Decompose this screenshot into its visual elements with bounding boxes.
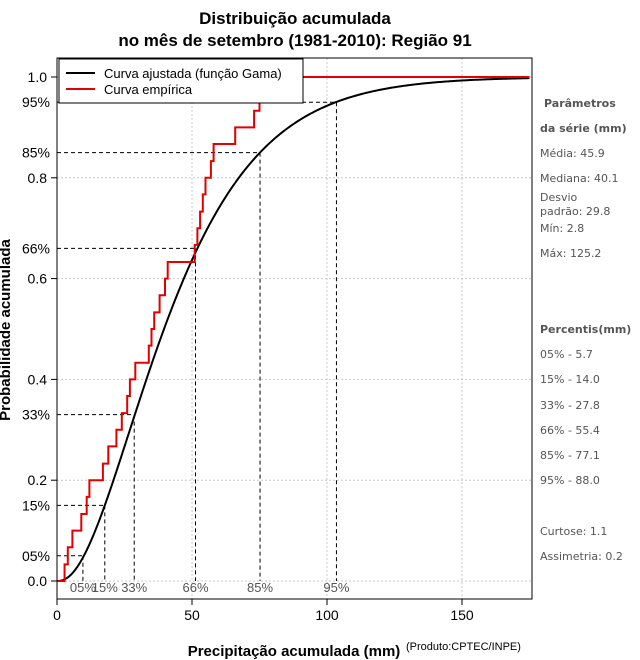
chart-title: Distribuição acumulada [199, 9, 391, 28]
gridlines [57, 58, 532, 599]
y-tick-label-0: 0.0 [28, 573, 48, 589]
stat-max: Máx: 125.2 [540, 247, 601, 260]
percentil-95: 95% - 88.0 [540, 474, 600, 487]
x-tick-label-0: 0 [53, 607, 61, 623]
x-tick-label-150: 150 [450, 607, 474, 623]
legend-label-fitted: Curva ajustada (função Gama) [104, 66, 282, 81]
stat-media: Média: 45.9 [540, 147, 605, 160]
credit-text: (Produto:CPTEC/INPE) [406, 641, 521, 653]
y-pct-label-33%: 33% [22, 407, 50, 423]
x-pct-label-15%: 15% [92, 580, 118, 595]
x-pct-label-66%: 66% [182, 580, 208, 595]
side-panel: Parâmetros da série (mm) Média: 45.9 Med… [540, 97, 631, 563]
y-tick-label-0.4: 0.4 [28, 371, 48, 387]
percentil-05: 05% - 5.7 [540, 348, 593, 361]
y-axis-label: Probabilidade acumulada [0, 238, 14, 420]
x-pct-label-85%: 85% [247, 580, 273, 595]
x-axis-label: Precipitação acumulada (mm) [188, 643, 401, 660]
fitted-gamma-curve [56, 77, 530, 582]
stat-assimetria: Assimetria: 0.2 [540, 550, 623, 563]
percentil-66: 66% - 55.4 [540, 424, 600, 437]
percentil-85: 85% - 77.1 [540, 449, 600, 462]
y-pct-label-85%: 85% [22, 145, 50, 161]
percentil-33: 33% - 27.8 [540, 399, 600, 412]
x-pct-label-33%: 33% [121, 580, 147, 595]
y-pct-label-95%: 95% [22, 94, 50, 110]
legend-label-empirical: Curva empírica [104, 82, 193, 97]
series-group [56, 76, 530, 582]
y-tick-label-0.6: 0.6 [28, 271, 48, 287]
stat-desvio-1: Desvio [540, 191, 578, 204]
stat-mediana: Mediana: 40.1 [540, 172, 618, 185]
x-pct-label-05%: 05% [70, 580, 96, 595]
percentile-guides [57, 101, 337, 581]
x-tick-label-100: 100 [315, 607, 339, 623]
percentis-heading: Percentis(mm) [540, 323, 631, 336]
params-heading-2: da série (mm) [540, 122, 627, 135]
stat-min: Mín: 2.8 [540, 222, 584, 235]
x-tick-label-50: 50 [184, 607, 200, 623]
y-pct-label-05%: 05% [22, 548, 50, 564]
percentil-15: 15% - 14.0 [540, 373, 600, 386]
x-pct-label-95%: 95% [323, 580, 349, 595]
axis-ticks: 0 50 100 1500.00.20.40.60.81.005%05%15%15%3… [22, 69, 474, 623]
stat-desvio-2: padrão: 29.8 [540, 205, 610, 218]
y-tick-label-1: 1.0 [28, 69, 48, 85]
params-heading-1: Parâmetros [544, 97, 616, 110]
y-pct-label-15%: 15% [22, 497, 50, 513]
stat-curtose: Curtose: 1.1 [540, 525, 607, 538]
legend: Curva ajustada (função Gama) Curva empír… [58, 58, 304, 104]
chart-subtitle: no mês de setembro (1981-2010): Região 9… [118, 31, 471, 50]
y-tick-label-0.8: 0.8 [28, 170, 48, 186]
legend-box [58, 58, 304, 104]
empirical-step-curve [57, 76, 530, 582]
y-pct-label-66%: 66% [22, 240, 50, 256]
plot-border [56, 57, 533, 600]
y-tick-label-0.2: 0.2 [28, 472, 48, 488]
